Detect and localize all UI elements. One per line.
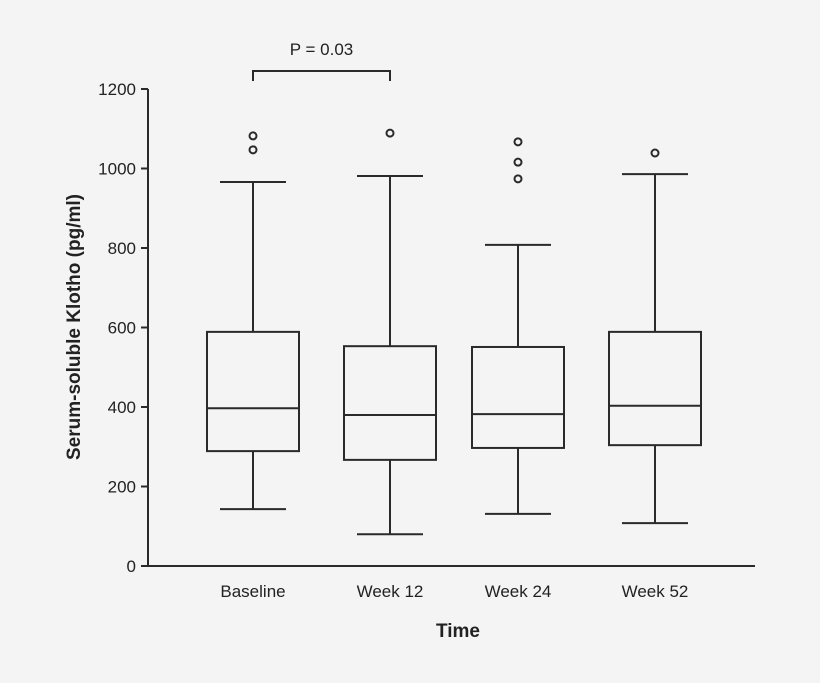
box-1 — [343, 128, 437, 536]
y-tick-label: 1000 — [98, 160, 136, 179]
iqr-box — [471, 345, 565, 449]
box-0 — [206, 131, 300, 511]
y-tick-label: 200 — [108, 478, 136, 497]
iqr-box — [343, 345, 437, 461]
x-axis-label: Time — [436, 621, 480, 642]
outlier-point — [513, 157, 523, 167]
outlier-point — [385, 128, 395, 138]
x-tick-label: Week 52 — [622, 582, 689, 601]
outlier-point — [650, 148, 660, 158]
outlier-point — [513, 137, 523, 147]
y-tick-label: 0 — [127, 557, 136, 576]
box-3 — [608, 148, 702, 525]
outlier-point — [248, 131, 258, 141]
iqr-box — [206, 330, 300, 453]
y-axis-label: Serum-soluble Klotho (pg/ml) — [64, 194, 85, 460]
x-tick-label: Baseline — [220, 582, 285, 601]
significance-bracket — [252, 70, 391, 81]
outlier-point — [248, 145, 258, 155]
x-tick-label: Week 12 — [357, 582, 424, 601]
p-value-label: P = 0.03 — [290, 40, 354, 59]
box-2 — [471, 137, 565, 515]
x-tick-label: Week 24 — [485, 582, 552, 601]
iqr-box — [608, 330, 702, 447]
y-tick-label: 600 — [108, 319, 136, 338]
outlier-point — [513, 174, 523, 184]
y-tick-label: 800 — [108, 239, 136, 258]
y-tick-label: 400 — [108, 398, 136, 417]
y-tick-label: 1200 — [98, 80, 136, 99]
